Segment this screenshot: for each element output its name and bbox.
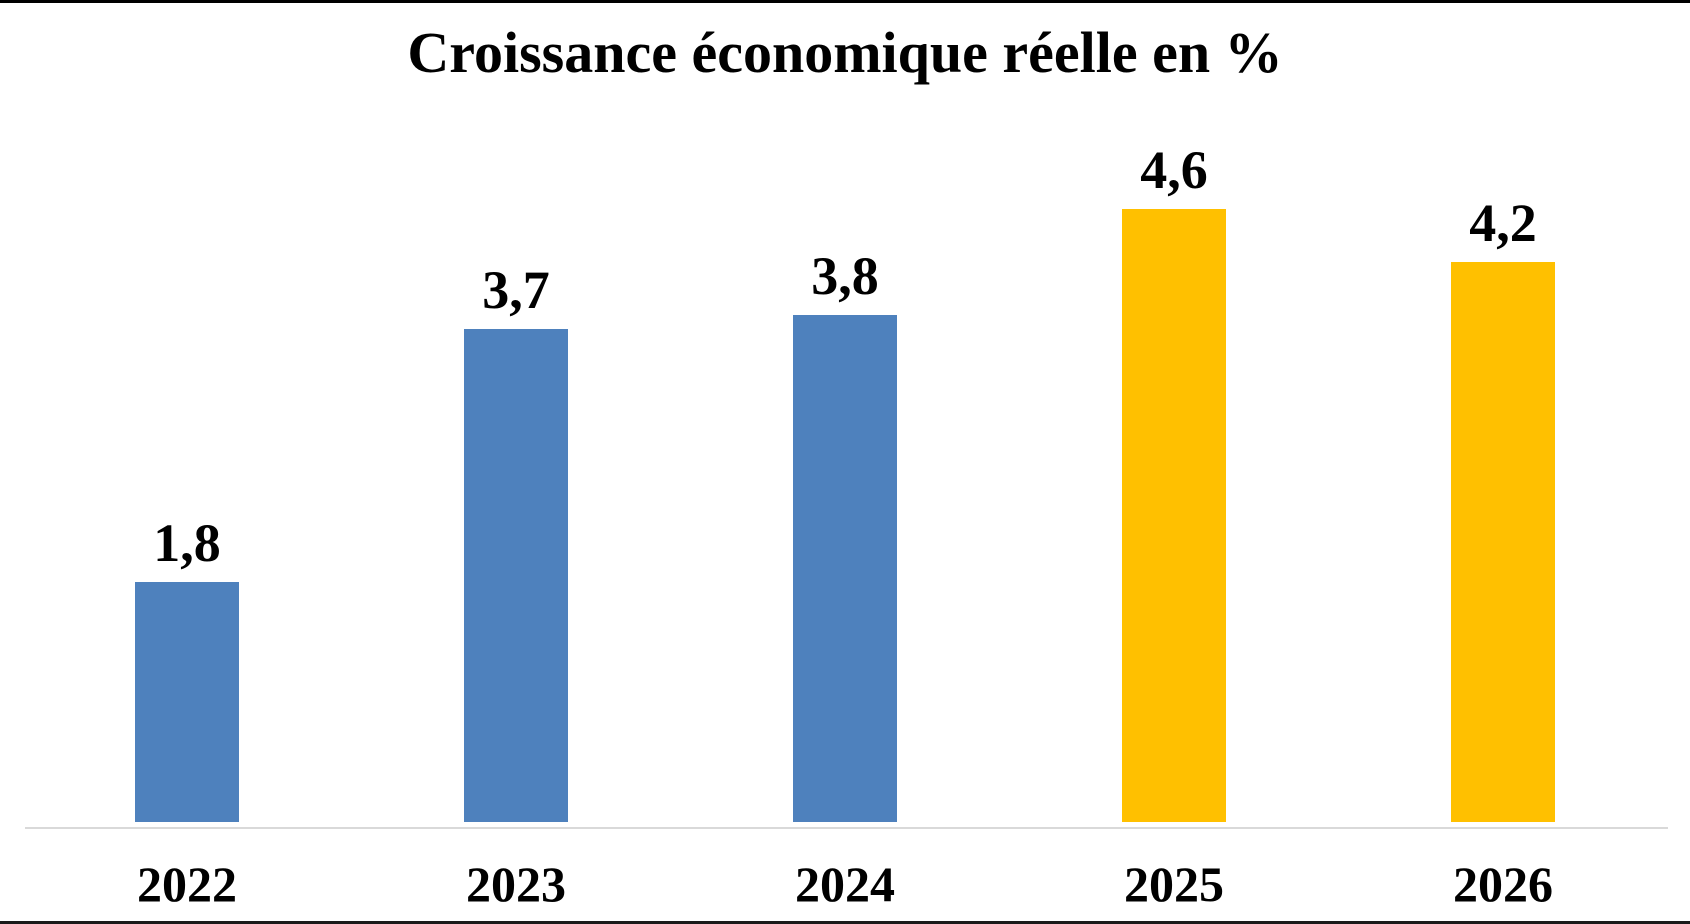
bar-value-label-2026: 4,2 [1469,193,1537,253]
plot-area: 1,8 2022 3,7 2023 3,8 2024 4,6 2025 4,2 2026 [0,3,1690,921]
bar-value-label-2024: 3,8 [811,246,879,306]
x-axis-label-2022: 2022 [137,856,237,912]
bar-2026 [1451,262,1555,822]
x-axis-label-2026: 2026 [1453,856,1553,912]
chart-title: Croissance économique réelle en % [407,20,1283,85]
x-axis-line [25,827,1668,829]
bar-2023 [464,329,568,822]
bar-2025 [1122,209,1226,822]
x-axis-label-2024: 2024 [795,856,895,912]
bar-2022 [135,582,239,822]
bar-value-label-2025: 4,6 [1140,140,1208,200]
x-axis-label-2025: 2025 [1124,856,1224,912]
x-axis-label-2023: 2023 [466,856,566,912]
bar-2024 [793,315,897,822]
bar-value-label-2023: 3,7 [482,260,550,320]
bar-value-label-2022: 1,8 [153,513,221,573]
